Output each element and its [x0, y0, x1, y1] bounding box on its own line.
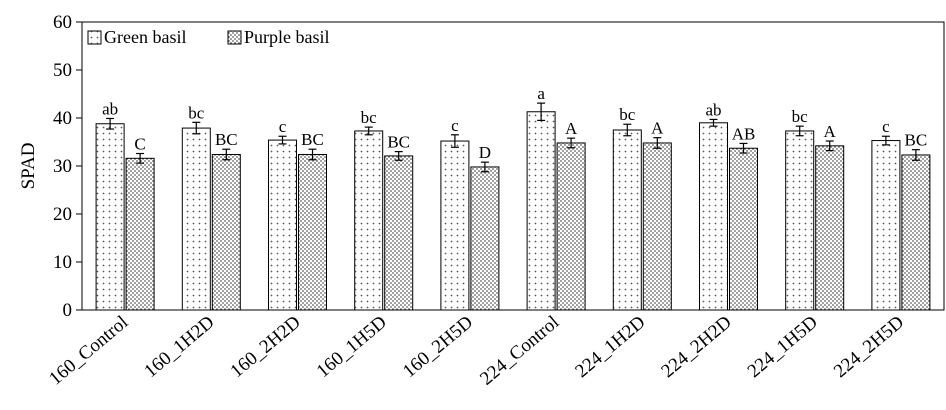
bar-green-basil — [699, 122, 728, 311]
bar-green-basil — [354, 130, 384, 311]
significance-label: bc — [792, 107, 809, 126]
y-tick-label: 0 — [63, 300, 73, 321]
y-tick-label: 30 — [53, 156, 72, 177]
significance-label: c — [279, 117, 287, 136]
x-tick-label: 224_2H5D — [830, 312, 908, 382]
significance-label: A — [824, 122, 837, 141]
bar-purple-basil — [729, 147, 758, 311]
bar-green-basil — [871, 140, 901, 311]
x-tick-label: 224_2H2D — [658, 312, 736, 382]
bar-green-basil — [526, 111, 556, 311]
x-tick-label: 160_2H5D — [399, 312, 477, 382]
bar-purple-basil — [125, 157, 155, 311]
significance-label: ab — [102, 99, 118, 118]
x-tick-label: 160_2H2D — [227, 312, 305, 382]
legend-label-purple-basil: Purple basil — [244, 27, 330, 47]
x-axis: 160_Control 160_1H2D 160_2H2D 160_1H5D 160_2… — [45, 312, 908, 390]
significance-label: c — [882, 117, 890, 136]
bar-green-basil — [268, 139, 297, 311]
bars: ab Cbc BC c BC bc BC c Da Abc Aab AB bc A c BC — [95, 84, 931, 311]
significance-label: BC — [215, 130, 238, 149]
bar-purple-basil — [901, 154, 931, 311]
significance-label: bc — [188, 103, 205, 122]
significance-label: ab — [705, 100, 721, 119]
x-tick-label: 160_Control — [45, 312, 132, 390]
significance-label: C — [134, 135, 145, 154]
y-axis: 0 10 20 30 40 50 60 — [53, 12, 82, 321]
bar-green-basil — [785, 130, 815, 311]
significance-label: c — [451, 116, 459, 135]
x-tick-label: 224_1H2D — [571, 312, 649, 382]
significance-label: D — [479, 143, 491, 162]
bar-purple-basil — [298, 153, 327, 311]
x-tick-label: 224_1H5D — [744, 312, 822, 382]
y-tick-label: 20 — [53, 204, 72, 225]
legend-label-green-basil: Green basil — [104, 27, 186, 47]
bar-purple-basil — [642, 142, 672, 311]
significance-label: AB — [732, 124, 756, 143]
bar-green-basil — [440, 140, 470, 311]
significance-label: bc — [619, 105, 636, 124]
bar-purple-basil — [556, 142, 586, 311]
plot-frame — [81, 21, 945, 311]
significance-label: A — [651, 119, 664, 138]
significance-label: bc — [361, 108, 378, 127]
bar-purple-basil — [384, 155, 414, 311]
significance-label: A — [565, 119, 578, 138]
significance-label: BC — [387, 133, 410, 152]
bar-purple-basil — [815, 145, 845, 311]
x-tick-label: 160_1H2D — [140, 312, 218, 382]
bar-green-basil — [95, 123, 125, 311]
x-tick-label: 160_1H5D — [313, 312, 391, 382]
y-tick-label: 50 — [53, 60, 72, 81]
y-tick-label: 40 — [53, 108, 72, 129]
y-tick-label: 10 — [53, 252, 72, 273]
legend-swatch-green-basil — [87, 30, 102, 45]
y-axis-label: SPAD — [18, 143, 39, 190]
bar-green-basil — [181, 127, 211, 311]
bar-green-basil — [612, 129, 642, 311]
legend: Green basil Purple basil — [87, 27, 330, 47]
legend-swatch-purple-basil — [227, 30, 242, 45]
bar-purple-basil — [211, 153, 241, 311]
bar-purple-basil — [470, 166, 500, 311]
y-tick-label: 60 — [53, 12, 72, 33]
significance-label: BC — [301, 130, 324, 149]
significance-label: BC — [905, 131, 928, 150]
x-tick-label: 224_Control — [476, 312, 563, 390]
significance-label: a — [537, 84, 545, 103]
